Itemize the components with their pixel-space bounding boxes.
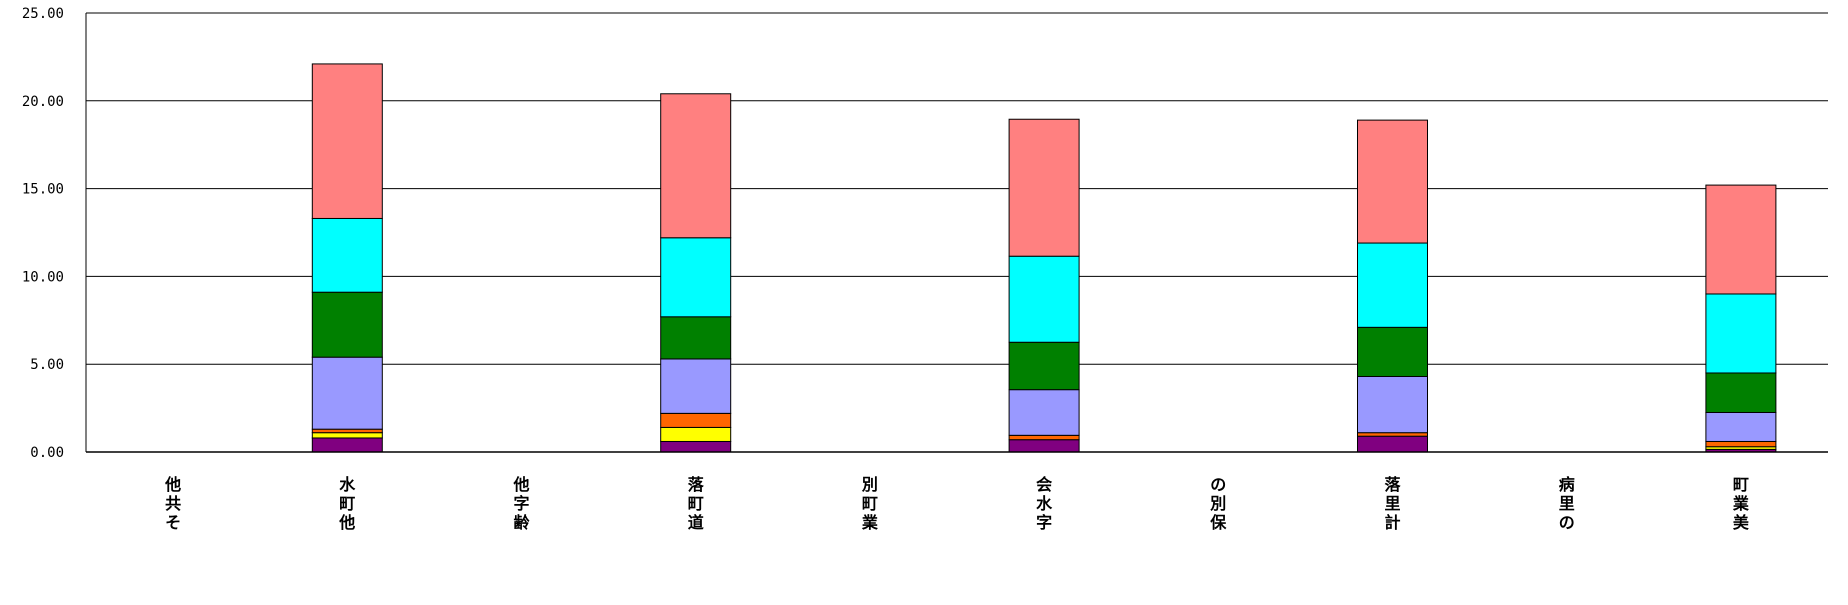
bar-segment: [1357, 435, 1428, 453]
y-tick-label: 0.00: [30, 445, 64, 461]
bars: [311, 63, 1777, 453]
bar-segment: [1357, 432, 1428, 437]
bar-segment: [1008, 118, 1080, 257]
bar-segment: [1705, 184, 1777, 295]
bar-segment: [1008, 341, 1080, 391]
y-axis-tick-labels: 0.00 5.00 10.00 15.00 20.00 25.00: [22, 6, 64, 461]
bar-segment: [660, 358, 732, 414]
bar-segment: [660, 316, 732, 360]
bar-segment: [1008, 255, 1080, 343]
x-category-label: 会水字: [1036, 475, 1053, 532]
bar-segment: [660, 440, 732, 453]
x-category-label: 水町他: [338, 475, 356, 532]
bar-segment: [660, 93, 732, 239]
bar-segment: [1008, 439, 1080, 453]
bar-segment: [1357, 119, 1428, 244]
bar-segment: [1008, 389, 1080, 436]
bar-segment: [311, 217, 383, 293]
x-category-label: 落里計: [1384, 475, 1401, 532]
y-tick-label: 15.00: [22, 182, 64, 198]
x-category-label: 落町道: [688, 475, 705, 532]
x-category-label: 別町業: [861, 475, 879, 532]
bar-segment: [311, 291, 383, 358]
x-category-label: 他字齢: [512, 475, 530, 532]
y-tick-label: 25.00: [22, 6, 64, 22]
bar-segment: [660, 237, 732, 318]
bar-segment: [660, 412, 732, 428]
x-category-label: の別保: [1209, 475, 1227, 532]
bar-segment: [1705, 411, 1777, 442]
bar-segment: [1008, 434, 1080, 441]
x-axis-category-labels: 他共そ 水町他 他字齢 落町道 別町業 会水字 の別保 落里計 病里の 町業美: [164, 475, 1750, 532]
x-category-label: 他共そ: [164, 475, 181, 532]
y-tick-label: 10.00: [22, 269, 64, 285]
bar-segment: [1705, 440, 1777, 448]
bar-segment: [1357, 375, 1428, 434]
axes: [85, 13, 1828, 453]
bar-segment: [1357, 326, 1428, 377]
x-category-label: 町業美: [1732, 475, 1750, 532]
bar-segment: [311, 437, 383, 453]
bar-segment: [1705, 372, 1777, 413]
y-tick-label: 20.00: [22, 94, 64, 110]
bar-segment: [311, 356, 383, 430]
y-tick-label: 5.00: [30, 357, 64, 373]
bar-segment: [1357, 242, 1428, 328]
bar-segment: [1705, 293, 1777, 374]
x-category-label: 病里の: [1559, 475, 1575, 532]
bar-segment: [311, 63, 383, 219]
bar-segment: [311, 428, 383, 434]
bar-segment: [660, 426, 732, 442]
bar-segment: [311, 432, 383, 439]
